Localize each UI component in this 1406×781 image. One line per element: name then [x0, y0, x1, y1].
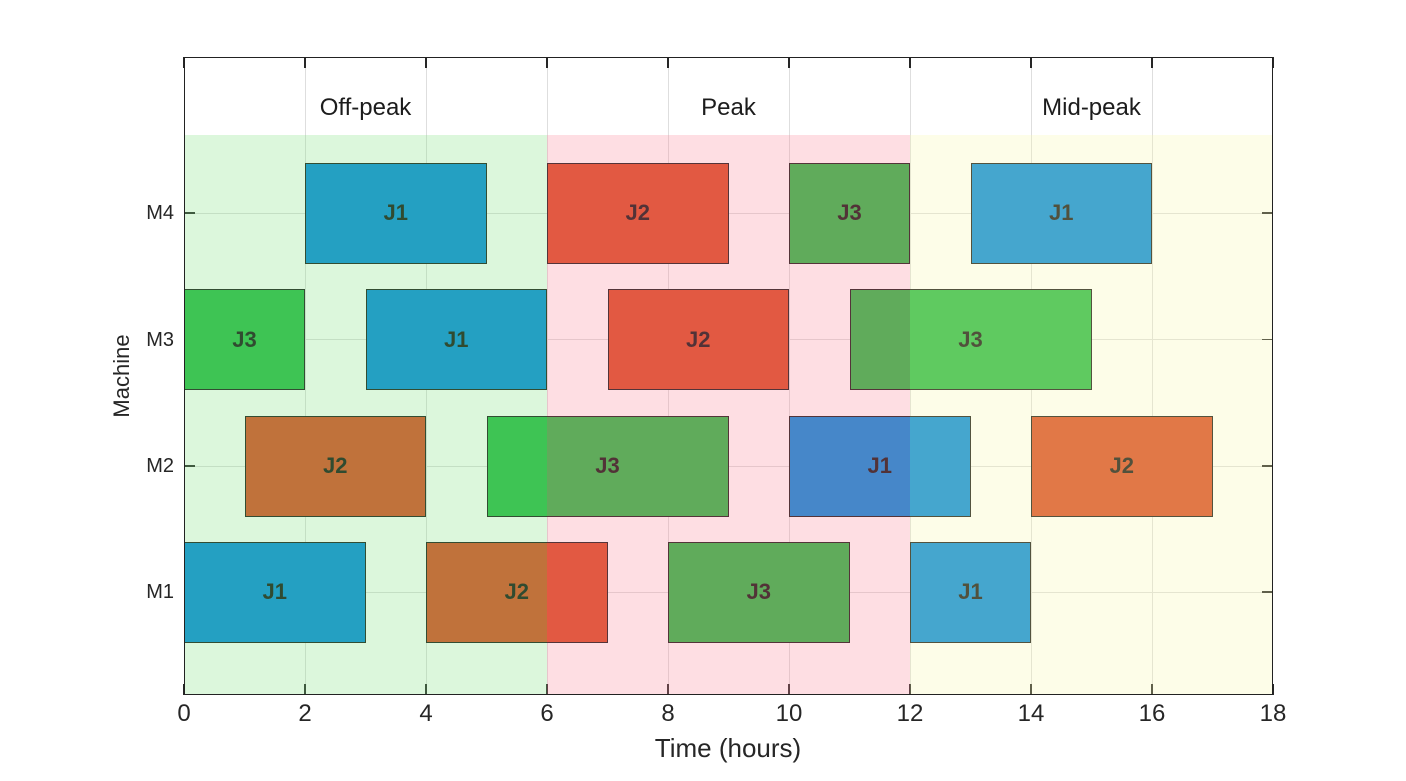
plot-area: J1 J2 J3 J1 J2 J3 J1 J2 J3 J1 J2 J3 J1 J2 J3 J1 Off-pea… — [183, 57, 1274, 695]
x-tick-mark-bottom — [425, 684, 427, 695]
gantt-bar: J3 — [486, 415, 729, 517]
x-tick-mark-top — [909, 57, 911, 68]
x-tick-label: 14 — [1017, 700, 1045, 727]
x-tick-mark-bottom — [667, 684, 669, 695]
x-tick-mark-bottom — [1030, 684, 1032, 695]
gantt-bar-label: J3 — [746, 579, 771, 604]
y-axis-title: Machine — [109, 334, 134, 418]
y-tick-label: M3 — [146, 328, 174, 351]
x-tick-label: 0 — [177, 700, 191, 727]
gantt-bar-label: J2 — [504, 579, 529, 604]
region-label: Peak — [701, 94, 756, 121]
x-tick-mark-top — [1272, 57, 1274, 68]
x-tick-label: 8 — [661, 700, 675, 727]
y-tick-mark-left — [184, 465, 195, 467]
bar-layer: J1 J2 J3 J1 J2 J3 J1 J2 J3 J1 J2 J3 J1 J2 J3 J1 — [184, 57, 1273, 695]
x-tick-mark-bottom — [788, 684, 790, 695]
x-tick-label: 16 — [1138, 700, 1166, 727]
y-tick-mark-right — [1262, 212, 1273, 214]
x-tick-mark-top — [1151, 57, 1153, 68]
gantt-bar: J1 — [365, 289, 547, 390]
gantt-bar: J1 — [789, 415, 971, 517]
x-tick-label: 18 — [1259, 700, 1287, 727]
gantt-bar: J2 — [1031, 415, 1213, 517]
x-tick-label: 10 — [775, 700, 803, 727]
x-tick-mark-top — [788, 57, 790, 68]
gantt-bar-label: J1 — [383, 200, 408, 225]
gantt-bar: J2 — [607, 289, 789, 390]
x-tick-label: 12 — [896, 700, 924, 727]
grid-line-vertical — [788, 57, 790, 695]
region-label: Off-peak — [319, 94, 412, 121]
y-tick-label: M4 — [146, 202, 174, 224]
gantt-bar-label: J1 — [444, 326, 469, 352]
gantt-bar-label: J1 — [867, 453, 892, 478]
grid-line-vertical — [546, 57, 548, 695]
x-tick-label: 4 — [419, 700, 433, 727]
x-tick-mark-top — [304, 57, 306, 68]
x-axis-title: Time (hours) — [654, 733, 802, 763]
gantt-bar: J1 — [910, 541, 1031, 643]
grid-line-horizontal — [184, 465, 1273, 467]
gantt-bar-label: J2 — [323, 453, 348, 478]
gantt-bar-label: J2 — [625, 200, 650, 225]
grid-line-vertical — [304, 57, 306, 695]
gantt-bar-label: J1 — [1049, 200, 1074, 225]
gantt-bar-label: J1 — [958, 579, 983, 604]
gantt-bar: J3 — [849, 289, 1092, 390]
gantt-bar-label: J2 — [686, 326, 711, 352]
gantt-bar: J1 — [970, 162, 1152, 264]
y-tick-label: M2 — [146, 455, 174, 477]
y-tick-mark-right — [1262, 465, 1273, 467]
x-tick-mark-bottom — [1272, 684, 1274, 695]
gantt-bar-label: J3 — [958, 326, 983, 352]
x-tick-mark-top — [667, 57, 669, 68]
region-label: Mid-peak — [1042, 94, 1141, 121]
grid-line-horizontal — [184, 212, 1273, 214]
x-tick-mark-top — [425, 57, 427, 68]
gantt-bar: J3 — [184, 289, 305, 390]
x-tick-mark-bottom — [546, 684, 548, 695]
gantt-bar-label: J3 — [232, 326, 257, 352]
x-tick-mark-bottom — [1151, 684, 1153, 695]
gantt-bar: J2 — [426, 541, 608, 643]
x-tick-mark-top — [546, 57, 548, 68]
x-tick-label: 2 — [298, 700, 312, 727]
gantt-bar-label: J3 — [595, 453, 620, 478]
x-tick-label: 6 — [540, 700, 554, 727]
y-tick-mark-right — [1262, 338, 1273, 341]
grid-line-vertical — [1151, 57, 1153, 695]
gantt-bar-label: J3 — [837, 200, 862, 225]
gantt-bar: J2 — [244, 415, 426, 517]
x-tick-mark-bottom — [304, 684, 306, 695]
gantt-bar: J3 — [789, 162, 910, 264]
gantt-bar: J1 — [305, 162, 487, 264]
gantt-bar-label: J1 — [262, 579, 287, 604]
y-tick-label: M1 — [146, 581, 174, 603]
x-tick-mark-top — [1030, 57, 1032, 68]
gantt-bar: J3 — [668, 541, 850, 643]
y-tick-mark-right — [1262, 591, 1273, 593]
gantt-bar: J2 — [547, 162, 729, 264]
gantt-bar-label: J2 — [1109, 453, 1134, 478]
region-label-layer: Off-peak Peak Mid-peak — [184, 57, 1273, 695]
x-tick-mark-bottom — [909, 684, 911, 695]
y-tick-mark-left — [184, 212, 195, 214]
